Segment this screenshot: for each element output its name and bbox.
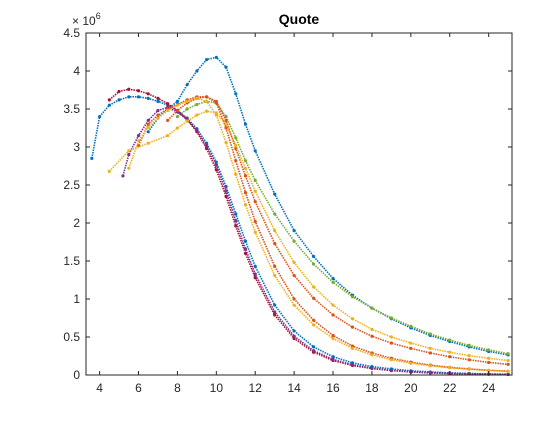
- series-5: [121, 105, 510, 376]
- series-7: [166, 95, 510, 366]
- y-tick-label: 1.5: [63, 254, 80, 268]
- series-9: [107, 109, 510, 363]
- series-6: [136, 95, 510, 373]
- series-trace: [137, 96, 509, 372]
- axes-box: [85, 32, 513, 376]
- y-tick-label: 3: [73, 140, 80, 154]
- y-tick-label: 0: [73, 368, 80, 382]
- series-trace: [91, 96, 509, 376]
- x-tick-label: 16: [326, 381, 340, 395]
- x-tick-label: 10: [210, 381, 224, 395]
- series-layer: [90, 55, 510, 377]
- y-tick-label: 3.5: [63, 102, 80, 116]
- chart-title: Quote: [279, 11, 320, 27]
- y-tick-label: 2: [73, 216, 80, 230]
- y-tick-label: 0.5: [63, 330, 80, 344]
- series-trace: [108, 110, 509, 362]
- x-tick-label: 8: [174, 381, 181, 395]
- x-axis: 4 6 8 10 12 14 16 18 20 22 24: [96, 33, 496, 395]
- y-tick-label: 1: [73, 292, 80, 306]
- x-tick-label: 6: [135, 381, 142, 395]
- y-tick-label: 4.5: [63, 26, 80, 40]
- x-tick-label: 22: [443, 381, 457, 395]
- series-1: [90, 95, 510, 376]
- x-tick-label: 18: [365, 381, 379, 395]
- data-point: [506, 352, 510, 356]
- series-8: [127, 96, 510, 373]
- y-tick-label: 2.5: [63, 178, 80, 192]
- y-axis-exponent: × 106: [72, 11, 101, 28]
- x-tick-label: 12: [249, 381, 263, 395]
- y-tick-label: 4: [73, 64, 80, 78]
- series-3: [175, 99, 510, 356]
- series-trace: [108, 88, 509, 376]
- series-trace: [128, 97, 509, 373]
- y-axis: 0 0.5 1 1.5 2 2.5 3 3.5 4 4.5: [63, 26, 512, 382]
- x-tick-label: 14: [287, 381, 301, 395]
- x-tick-label: 24: [482, 381, 496, 395]
- series-trace: [167, 96, 509, 366]
- x-tick-label: 4: [96, 381, 103, 395]
- series-trace: [122, 106, 509, 376]
- series-trace: [176, 100, 509, 355]
- series-4: [107, 87, 510, 377]
- x-tick-label: 20: [404, 381, 418, 395]
